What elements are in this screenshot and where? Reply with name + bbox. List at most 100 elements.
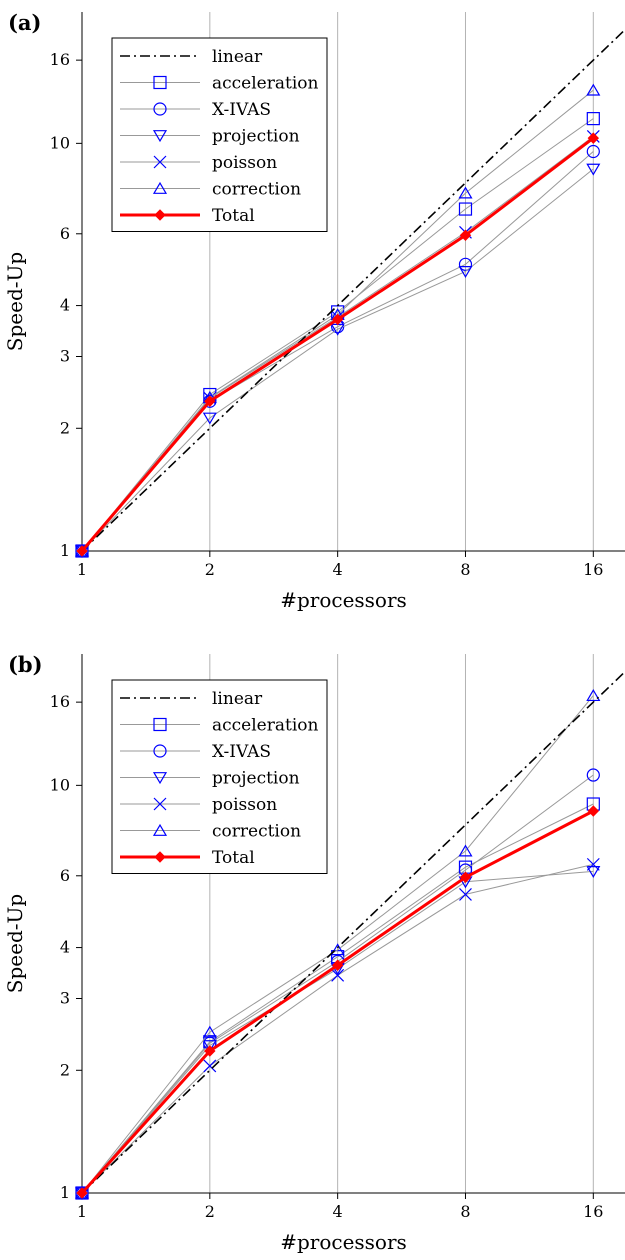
x-tick-label: 8 (460, 1202, 470, 1221)
data-point (331, 968, 345, 982)
legend-label: Total (212, 848, 255, 868)
data-point (586, 112, 600, 126)
data-point (586, 866, 601, 879)
legend-entry: Total (120, 206, 255, 226)
data-point (458, 266, 473, 279)
data-point (586, 857, 600, 871)
panel-label: (a) (8, 10, 41, 35)
legend-entry: projection (120, 127, 300, 147)
data-point (331, 959, 344, 971)
y-tick-label: 4 (60, 296, 70, 315)
legend: linear acceleration X-IVAS projection poisso… (111, 679, 328, 874)
data-point (459, 888, 472, 901)
legend-label: acceleration (212, 716, 319, 736)
y-axis-label: Speed-Up (3, 252, 27, 351)
series-linear (81, 671, 625, 1194)
x-tick-label: 2 (205, 560, 215, 579)
series-line (81, 29, 625, 552)
series-total (76, 805, 600, 1199)
legend-marker (152, 181, 168, 194)
legend-label: poisson (212, 153, 277, 173)
legend-marker (154, 851, 166, 863)
y-tick-label: 16 (50, 50, 70, 69)
x-axis-label: #processors (280, 588, 407, 612)
y-tick-label: 3 (60, 347, 70, 366)
y-tick-label: 6 (60, 866, 70, 885)
x-tick-label: 2 (205, 1202, 215, 1221)
legend-entry: correction (120, 180, 301, 200)
legend-entry: linear (120, 689, 263, 709)
legend-entry: linear (120, 47, 263, 67)
series-total (76, 132, 600, 557)
legend-entry: acceleration (120, 74, 319, 94)
y-tick-label: 3 (60, 989, 70, 1008)
y-axis-label: Speed-Up (3, 894, 27, 993)
y-tick-label: 2 (60, 1060, 70, 1079)
legend-label: X-IVAS (212, 100, 271, 120)
x-tick-label: 1 (77, 1202, 87, 1221)
data-point (202, 1040, 217, 1053)
x-tick-label: 16 (583, 560, 603, 579)
legend-label: Total (212, 206, 255, 226)
legend-box (111, 37, 328, 232)
legend-label: linear (212, 47, 263, 67)
data-point (586, 144, 600, 159)
data-point (330, 943, 345, 956)
x-tick-label: 4 (333, 1202, 343, 1221)
legend-entry: correction (120, 822, 301, 842)
series-line (81, 695, 594, 1194)
panel-label: (b) (8, 652, 43, 677)
series-line (81, 168, 594, 552)
legend: linear acceleration X-IVAS projection poisso… (111, 37, 328, 232)
data-point (331, 313, 344, 326)
legend-marker (153, 717, 167, 732)
legend-label: acceleration (212, 74, 319, 94)
data-point (202, 412, 217, 425)
series-line (81, 118, 594, 552)
legend-box (111, 679, 328, 874)
data-point (458, 844, 473, 857)
legend-label: poisson (212, 795, 277, 815)
x-tick-label: 4 (333, 560, 343, 579)
x-tick-label: 8 (460, 560, 470, 579)
data-point (204, 395, 216, 407)
legend-entry: X-IVAS (120, 100, 271, 120)
data-point (76, 545, 88, 557)
data-point (459, 229, 472, 241)
x-tick-label: 1 (77, 560, 87, 579)
y-tick-label: 6 (60, 224, 70, 243)
data-point (459, 871, 472, 883)
series-correction (74, 689, 601, 1199)
legend-label: correction (212, 822, 301, 842)
legend-marker (153, 744, 167, 758)
legend-entry: poisson (120, 153, 277, 173)
x-tick-label: 16 (583, 1202, 603, 1221)
y-tick-label: 10 (50, 133, 70, 152)
legend-marker (153, 155, 167, 169)
legend-marker (152, 130, 168, 143)
legend-entry: acceleration (120, 716, 319, 736)
data-point (202, 1025, 217, 1038)
y-tick-label: 2 (60, 418, 70, 437)
legend-entry: projection (120, 769, 300, 789)
series-poisson (75, 857, 600, 1200)
y-tick-label: 1 (60, 541, 70, 560)
legend-label: projection (212, 127, 300, 147)
y-tick-label: 1 (60, 1183, 70, 1202)
legend-entry: poisson (120, 795, 277, 815)
x-axis-label: #processors (280, 1230, 407, 1254)
y-tick-label: 16 (50, 692, 70, 711)
legend-label: correction (212, 180, 301, 200)
data-point (458, 186, 473, 199)
legend-label: projection (212, 769, 300, 789)
legend-entry: X-IVAS (120, 742, 271, 762)
y-tick-label: 4 (60, 938, 70, 957)
legend-label: linear (212, 689, 263, 709)
legend-marker (152, 823, 168, 836)
legend-marker (154, 209, 166, 221)
legend-marker (153, 797, 167, 811)
data-point (458, 257, 473, 271)
data-point (458, 202, 473, 216)
